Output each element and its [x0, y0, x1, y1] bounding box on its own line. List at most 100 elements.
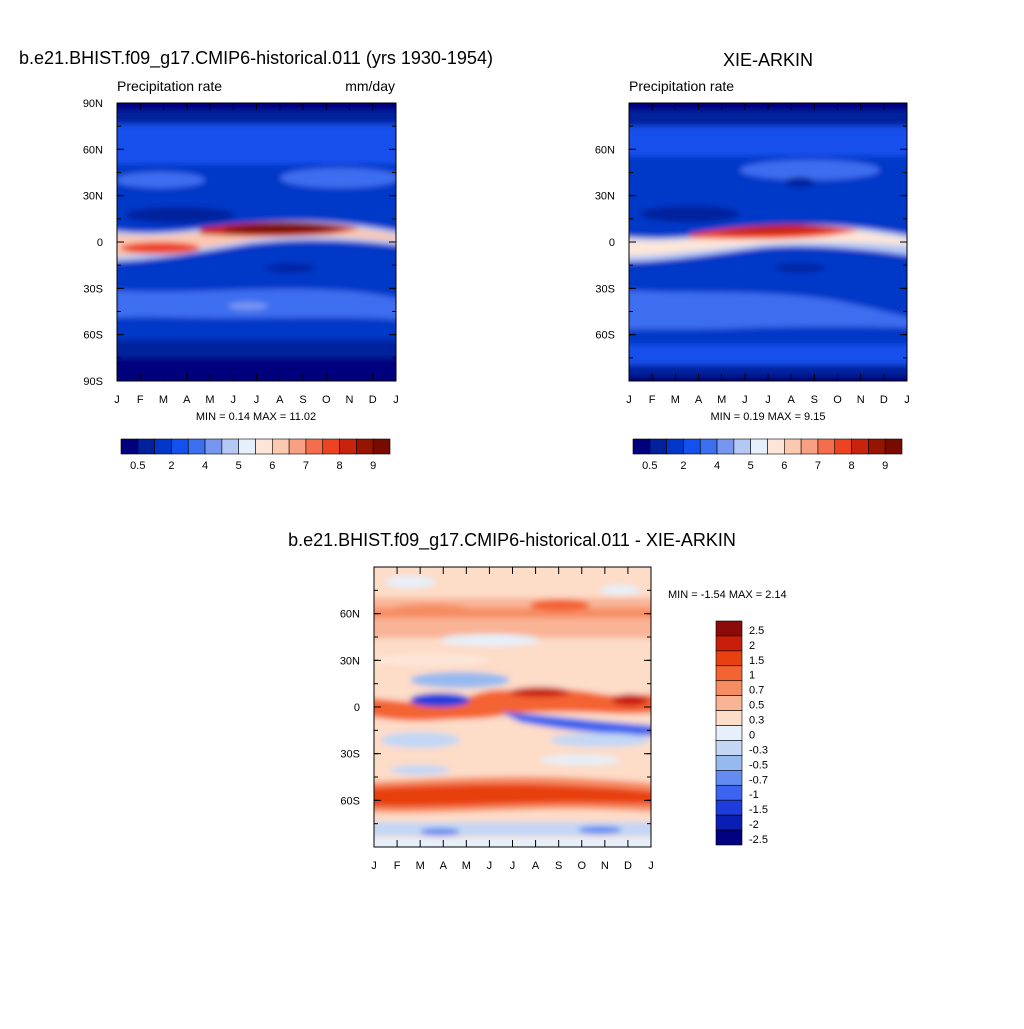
- colorbar-box: [715, 635, 743, 652]
- colorbar-label: 6: [269, 460, 275, 472]
- colorbar-label: 1: [749, 670, 755, 682]
- x-tick-label: J: [487, 860, 493, 872]
- colorbar-box: [715, 710, 743, 726]
- y-tick-label: 60N: [83, 144, 103, 156]
- colorbar-box: [305, 438, 324, 455]
- colorbar-label: 0: [749, 729, 755, 741]
- panel-obs-title: XIE-ARKIN: [723, 50, 813, 70]
- x-tick-label: S: [555, 860, 562, 872]
- panel-obs-subtitle: Precipitation rate: [629, 78, 734, 94]
- colorbar-label: -1: [749, 789, 759, 801]
- colorbar-label: 4: [714, 460, 720, 472]
- panel-model: b.e21.BHIST.f09_g17.CMIP6-historical.011…: [19, 48, 493, 472]
- colorbar-box: [699, 438, 718, 455]
- colorbar-box: [339, 438, 357, 455]
- panel-diff: b.e21.BHIST.f09_g17.CMIP6-historical.011…: [288, 530, 787, 872]
- x-tick-label: J: [648, 860, 654, 872]
- x-tick-label: A: [276, 394, 284, 406]
- x-tick-label: J: [254, 394, 260, 406]
- panel-diff-title: b.e21.BHIST.f09_g17.CMIP6-historical.011…: [288, 530, 736, 551]
- colorbar-box: [683, 438, 701, 455]
- colorbar-label: -1.5: [749, 804, 768, 816]
- x-tick-label: J: [765, 394, 771, 406]
- colorbar-box: [137, 438, 155, 455]
- x-tick-label: A: [183, 394, 191, 406]
- colorbar-box: [868, 438, 886, 455]
- y-tick-label: 60N: [595, 144, 615, 156]
- y-tick-label: 0: [354, 702, 360, 714]
- y-tick-label: 0: [97, 237, 103, 249]
- colorbar-box: [800, 438, 819, 455]
- x-tick-label: M: [717, 394, 726, 406]
- y-tick-label: 0: [609, 237, 615, 249]
- x-tick-label: J: [114, 394, 120, 406]
- colorbar-label: 8: [849, 460, 855, 472]
- panel-obs: XIE-ARKIN Precipitation rate: [595, 50, 910, 472]
- x-tick-label: O: [322, 394, 331, 406]
- colorbar-box: [750, 438, 768, 455]
- x-tick-label: M: [205, 394, 214, 406]
- colorbar-box: [120, 438, 139, 455]
- colorbar-label: 5: [236, 460, 242, 472]
- colorbar-label: -2: [749, 819, 759, 831]
- x-tick-label: S: [299, 394, 306, 406]
- colorbar-box: [715, 695, 743, 711]
- panel-diff-colorbar: 2.5 2 1.5 1 0.7 0.5 0.3 0 -0.3 -0.5 -0.7 -1 -1.5 -2 -2…: [715, 620, 768, 846]
- colorbar-box: [733, 438, 751, 455]
- colorbar-box: [715, 725, 743, 741]
- colorbar-box: [715, 740, 743, 756]
- panel-model-stats: MIN = 0.14 MAX = 11.02: [196, 411, 316, 423]
- colorbar-label: 2.5: [749, 625, 764, 637]
- x-tick-label: F: [137, 394, 144, 406]
- y-tick-label: 60S: [595, 330, 615, 342]
- colorbar-label: 0.5: [130, 460, 145, 472]
- colorbar-box: [272, 438, 290, 455]
- x-tick-label: J: [904, 394, 910, 406]
- x-tick-label: D: [369, 394, 377, 406]
- y-tick-label: 30N: [340, 655, 360, 667]
- colorbar-label: -0.3: [749, 744, 768, 756]
- x-tick-label: N: [346, 394, 354, 406]
- colorbar-box: [715, 650, 743, 667]
- colorbar-box: [715, 665, 743, 682]
- y-tick-label: 90N: [83, 98, 103, 110]
- x-tick-label: A: [787, 394, 795, 406]
- x-tick-label: A: [695, 394, 703, 406]
- x-tick-label: F: [649, 394, 656, 406]
- colorbar-label: 7: [303, 460, 309, 472]
- panel-model-colorbar: 0.5 2 4 5 6 7 8 9: [120, 438, 391, 472]
- y-tick-label: 30N: [595, 191, 615, 203]
- x-tick-label: M: [671, 394, 680, 406]
- panel-obs-field: [629, 103, 907, 381]
- colorbar-box: [834, 438, 852, 455]
- x-tick-label: O: [577, 860, 586, 872]
- colorbar-box: [221, 438, 239, 455]
- colorbar-box: [204, 438, 223, 455]
- colorbar-label: 0.5: [642, 460, 657, 472]
- panel-diff-stats: MIN = -1.54 MAX = 2.14: [668, 589, 787, 601]
- colorbar-box: [154, 438, 172, 455]
- colorbar-label: 2: [680, 460, 686, 472]
- colorbar-label: 0.5: [749, 700, 764, 712]
- colorbar-label: 9: [370, 460, 376, 472]
- y-tick-label: 30S: [340, 749, 360, 761]
- colorbar-box: [649, 438, 667, 455]
- x-tick-label: M: [416, 860, 425, 872]
- y-tick-label: 30S: [83, 283, 103, 295]
- colorbar-box: [255, 438, 273, 455]
- y-tick-label: 60N: [340, 609, 360, 621]
- colorbar-box: [187, 438, 206, 455]
- x-tick-label: D: [624, 860, 632, 872]
- colorbar-label: -0.5: [749, 759, 768, 771]
- colorbar-box: [171, 438, 189, 455]
- y-tick-label: 30N: [83, 191, 103, 203]
- colorbar-box: [851, 438, 869, 455]
- x-tick-label: F: [394, 860, 401, 872]
- colorbar-label: 2: [168, 460, 174, 472]
- colorbar-box: [322, 438, 340, 455]
- colorbar-box: [632, 438, 651, 455]
- y-tick-label: 90S: [83, 376, 103, 388]
- colorbar-label: 5: [748, 460, 754, 472]
- colorbar-box: [715, 784, 743, 801]
- x-tick-label: S: [811, 394, 818, 406]
